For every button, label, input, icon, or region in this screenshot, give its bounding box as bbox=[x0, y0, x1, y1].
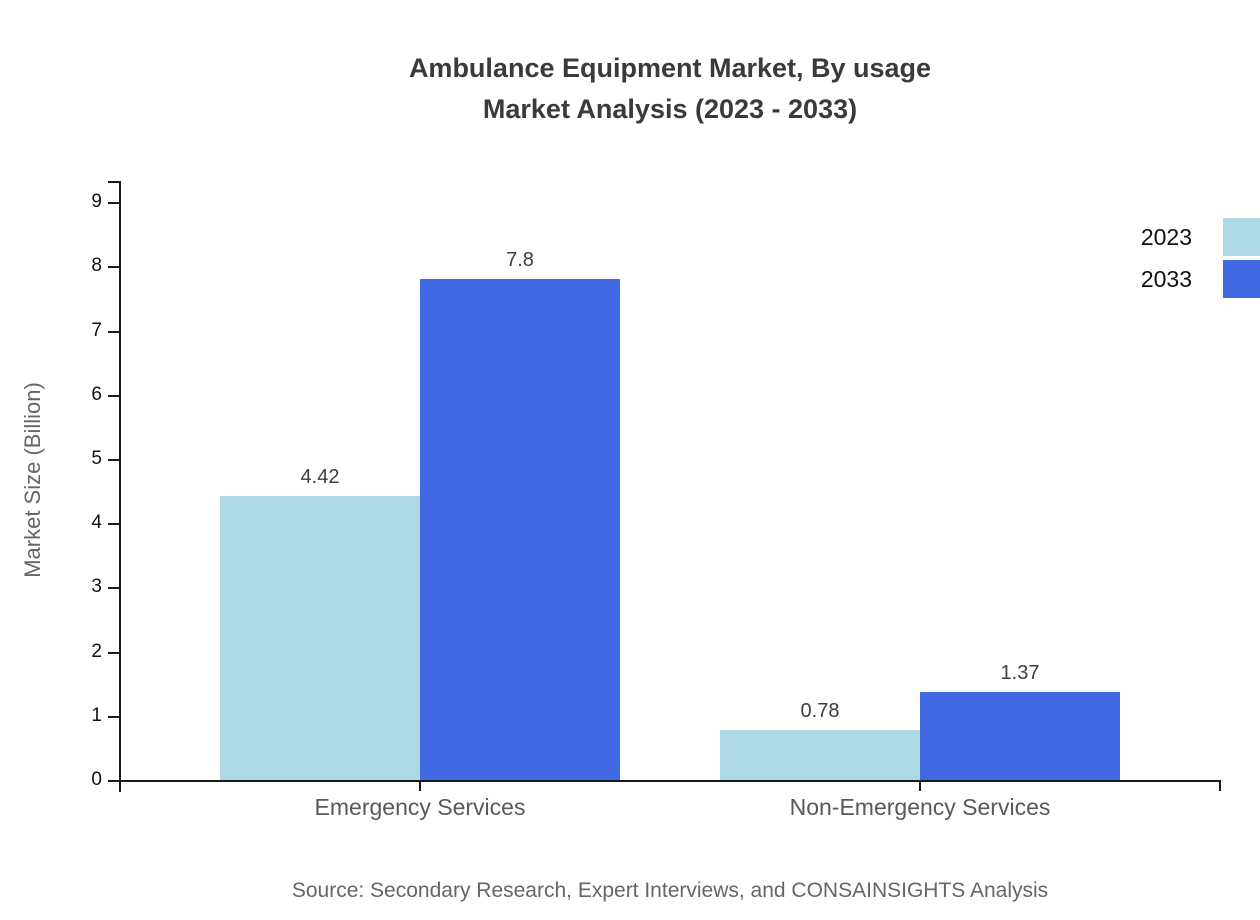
source-note: Source: Secondary Research, Expert Inter… bbox=[291, 879, 1049, 902]
chart-title: Ambulance Equipment Market, By usage Mar… bbox=[80, 48, 1260, 130]
y-tick-3 bbox=[108, 587, 120, 590]
x-category-label-1: Non-Emergency Services bbox=[789, 794, 1051, 820]
y-tick-label-8: 8 bbox=[91, 255, 102, 277]
x-axis-line bbox=[108, 780, 1221, 782]
y-axis-title: Market Size (Billion) bbox=[20, 382, 45, 578]
y-tick-label-4: 4 bbox=[91, 512, 102, 534]
chart-title-line2: Market Analysis (2023 - 2033) bbox=[482, 94, 858, 124]
bar-2023-emergency-services bbox=[220, 496, 420, 780]
y-tick-label-0: 0 bbox=[91, 769, 102, 790]
bar-2023-non-emergency-services bbox=[720, 730, 920, 780]
chart-title-line1: Ambulance Equipment Market, By usage bbox=[408, 53, 932, 83]
y-tick-4 bbox=[108, 523, 120, 526]
y-tick-0 bbox=[108, 780, 120, 782]
legend-label-2033: 2033 bbox=[1140, 266, 1192, 292]
y-tick-7 bbox=[108, 330, 120, 333]
x-axis-end-cap-tick bbox=[1219, 780, 1221, 791]
y-tick-label-1: 1 bbox=[91, 704, 102, 726]
y-tick-label-9: 9 bbox=[91, 191, 102, 213]
bar-2033-non-emergency-services bbox=[920, 692, 1120, 780]
y-tick-label-6: 6 bbox=[91, 383, 102, 405]
y-tick-8 bbox=[108, 266, 120, 269]
y-tick-6 bbox=[108, 394, 120, 397]
x-tick-category-0 bbox=[419, 780, 421, 791]
y-axis-line bbox=[119, 181, 121, 792]
value-label-2023-non-emergency-services: 0.78 bbox=[800, 700, 840, 722]
legend-label-2023: 2023 bbox=[1140, 224, 1192, 250]
y-tick-label-3: 3 bbox=[91, 576, 102, 598]
legend-swatch-2033 bbox=[1223, 260, 1260, 298]
x-category-label-0: Emergency Services bbox=[314, 794, 526, 820]
y-tick-1 bbox=[108, 715, 120, 718]
bar-2033-emergency-services bbox=[420, 279, 620, 780]
value-label-2023-emergency-services: 4.42 bbox=[300, 466, 340, 488]
legend-swatch-2023 bbox=[1223, 218, 1260, 256]
y-tick-label-2: 2 bbox=[91, 640, 102, 662]
y-tick-label-5: 5 bbox=[91, 448, 102, 469]
y-axis-top-cap-tick bbox=[108, 181, 120, 183]
y-tick-label-7: 7 bbox=[91, 319, 102, 341]
x-tick-category-1 bbox=[919, 780, 921, 791]
y-tick-2 bbox=[108, 651, 120, 654]
y-tick-5 bbox=[108, 459, 120, 461]
y-tick-9 bbox=[108, 202, 120, 205]
value-label-2033-non-emergency-services: 1.37 bbox=[1000, 662, 1040, 684]
value-label-2033-emergency-services: 7.8 bbox=[506, 249, 534, 271]
